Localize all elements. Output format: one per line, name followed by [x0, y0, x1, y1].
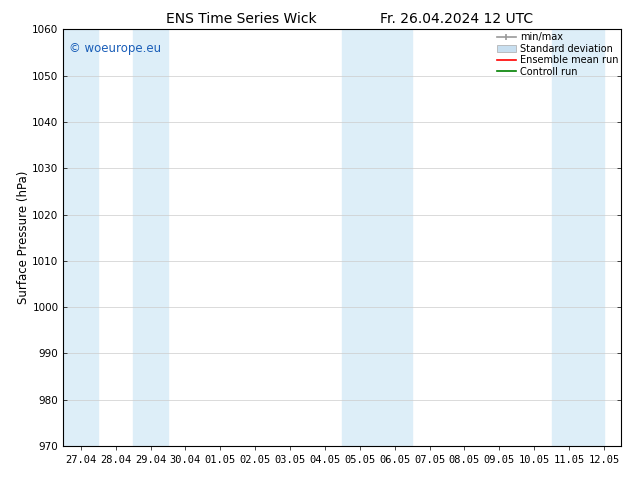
Text: Fr. 26.04.2024 12 UTC: Fr. 26.04.2024 12 UTC — [380, 12, 533, 26]
Text: © woeurope.eu: © woeurope.eu — [69, 42, 161, 55]
Y-axis label: Surface Pressure (hPa): Surface Pressure (hPa) — [16, 171, 30, 304]
Bar — [133, 29, 168, 446]
Legend: min/max, Standard deviation, Ensemble mean run, Controll run: min/max, Standard deviation, Ensemble me… — [496, 32, 618, 77]
Bar — [63, 29, 98, 446]
Text: ENS Time Series Wick: ENS Time Series Wick — [165, 12, 316, 26]
Bar — [342, 29, 412, 446]
Bar — [552, 29, 604, 446]
